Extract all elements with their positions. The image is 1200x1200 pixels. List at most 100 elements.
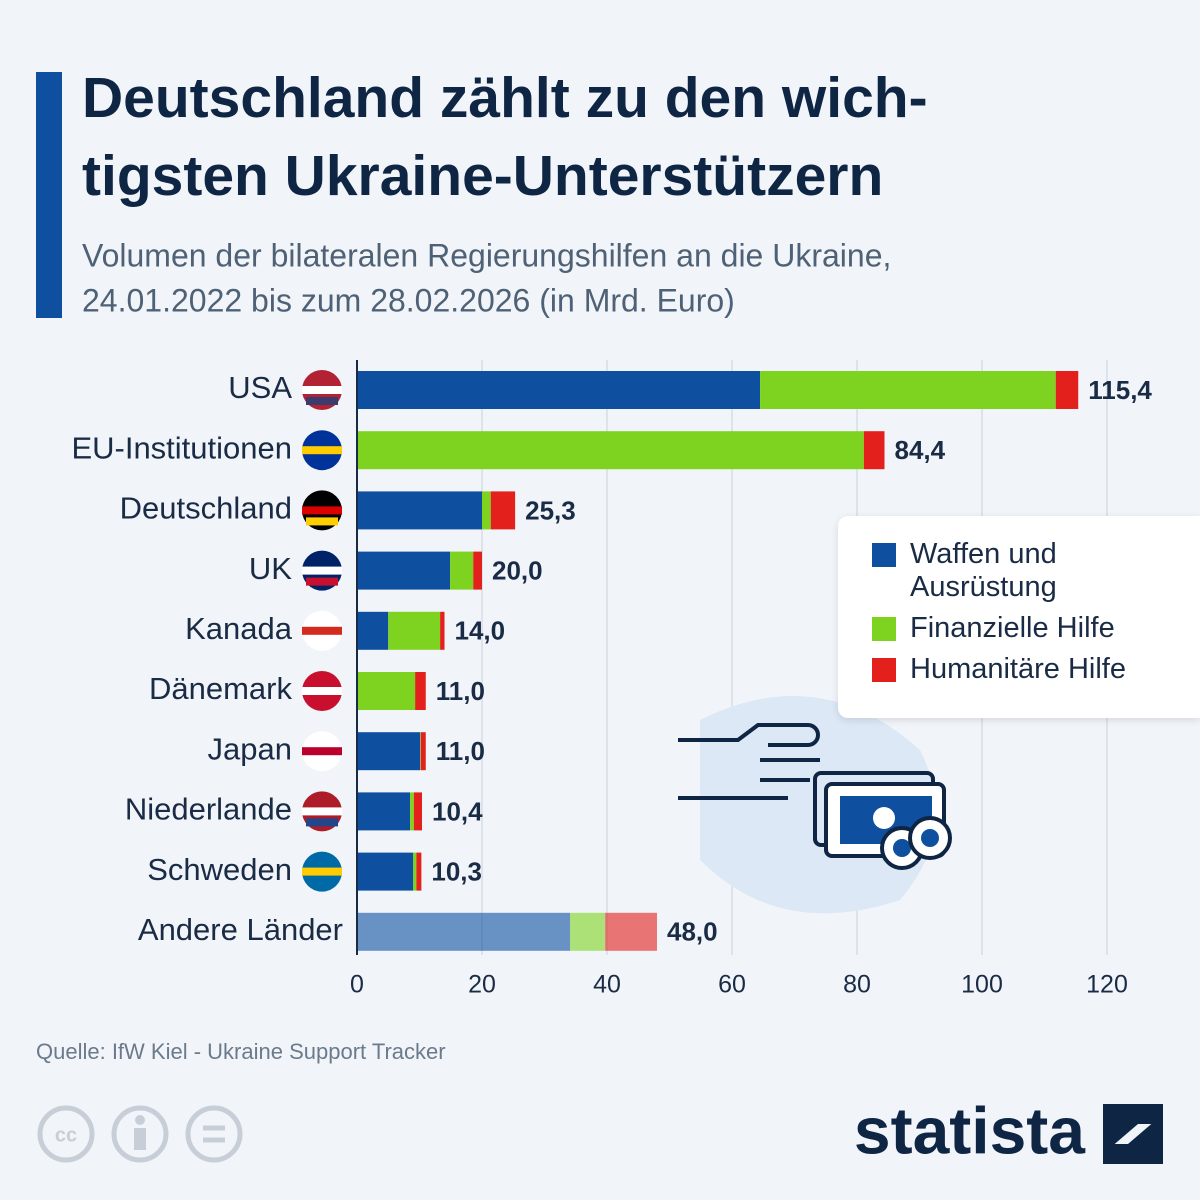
legend-label: Finanzielle Hilfe	[910, 612, 1115, 644]
bar-segment	[605, 912, 657, 951]
flag-part	[302, 566, 342, 575]
flag	[302, 851, 342, 892]
chart-subtitle: 24.01.2022 bis zum 28.02.2026 (in Mrd. E…	[82, 282, 735, 318]
bar-segment	[410, 792, 414, 831]
legend-label: Humanitäre Hilfe	[910, 653, 1126, 685]
flag-part	[302, 687, 342, 695]
flag-part	[306, 818, 338, 827]
x-tick-label: 40	[593, 971, 621, 999]
bar-segment	[357, 912, 571, 951]
bar-segment	[357, 611, 389, 650]
y-tick-label: UK	[249, 551, 292, 586]
flag	[302, 610, 342, 651]
value-label: 11,0	[436, 736, 485, 766]
legend-label: Waffen und Ausrüstung	[910, 538, 1057, 603]
bar-segment	[357, 792, 411, 831]
chart-subtitle: Volumen der bilateralen Regierungshilfen…	[82, 237, 891, 273]
legend: Waffen und Ausrüstung Finanzielle Hilfe Hu…	[838, 516, 1200, 718]
y-tick-label: Japan	[208, 731, 292, 766]
legend-item: Waffen und Ausrüstung	[872, 538, 1190, 604]
flag	[302, 550, 342, 591]
bar-segment	[415, 672, 426, 710]
value-label: 48,0	[667, 917, 718, 947]
flag-part	[302, 386, 342, 394]
x-tick-label: 20	[468, 971, 496, 999]
bar-segment	[416, 852, 422, 891]
flag	[302, 370, 342, 410]
plot-area: 0 20 40 60 80 100 120 USA 115,4 EU-Institutionen 8…	[71, 360, 1152, 999]
value-label: 25,3	[525, 495, 576, 525]
y-tick-label: Dänemark	[149, 671, 292, 706]
flag	[302, 490, 342, 531]
flag	[302, 671, 342, 711]
chart-title: Deutschland zählt zu den wich-	[82, 66, 928, 130]
y-tick-label: Deutschland	[120, 491, 292, 526]
bar-segment	[413, 852, 417, 891]
x-tick-label: 0	[350, 971, 364, 999]
bar-segment	[357, 491, 482, 530]
bar-segment	[450, 551, 474, 590]
bar-segment	[413, 792, 422, 831]
bar-segment	[473, 551, 482, 590]
legend-item: Humanitäre Hilfe	[872, 653, 1190, 686]
bar-segment	[1055, 371, 1079, 409]
bar-segment	[388, 611, 441, 650]
brand-mark	[1103, 1104, 1163, 1164]
legend-swatch	[872, 658, 896, 682]
bar-segment	[357, 551, 451, 590]
illustration	[678, 696, 952, 914]
bar-segment	[570, 912, 606, 951]
value-label: 14,0	[455, 616, 506, 646]
legend-swatch	[872, 617, 896, 641]
bar-segment	[357, 732, 421, 771]
x-tick-label: 80	[843, 971, 871, 999]
flag-part	[306, 517, 338, 526]
value-label: 10,3	[431, 856, 482, 886]
bar-segment	[357, 431, 864, 470]
bar-segment	[482, 491, 491, 530]
value-label: 84,4	[895, 435, 946, 465]
bar-segment	[420, 732, 426, 771]
brand-logo: statista	[854, 1093, 1086, 1167]
flag-part	[302, 506, 342, 515]
flag-part	[302, 446, 342, 455]
flag	[302, 791, 342, 832]
flag-part	[302, 807, 342, 816]
legend-swatch	[872, 543, 896, 567]
bar-segment	[440, 611, 445, 650]
flag-part	[306, 397, 338, 405]
flag	[302, 731, 342, 772]
flag-part	[302, 626, 342, 635]
svg-text:cc: cc	[55, 1124, 77, 1146]
bar-segment	[760, 371, 1056, 409]
value-label: 10,4	[432, 796, 483, 826]
y-tick-label: Andere Länder	[138, 912, 343, 947]
y-tick-label: Schweden	[147, 852, 292, 887]
x-tick-label: 120	[1086, 971, 1128, 999]
x-tick-label: 100	[961, 971, 1003, 999]
flag	[302, 430, 342, 471]
bar-segment	[490, 491, 516, 530]
value-label: 11,0	[436, 676, 485, 706]
chart-title: tigsten Ukraine-Unterstützern	[82, 144, 883, 208]
y-tick-label: USA	[228, 370, 292, 405]
flag-part	[302, 867, 342, 876]
bar-segment	[357, 672, 416, 710]
x-tick-label: 60	[718, 971, 746, 999]
flag-part	[302, 747, 342, 756]
bar-segment	[357, 371, 761, 409]
value-label: 115,4	[1088, 375, 1152, 405]
y-tick-label: Kanada	[185, 611, 293, 646]
bar-segment	[357, 852, 414, 891]
bar-segment	[420, 732, 421, 771]
y-tick-label: Niederlande	[125, 792, 292, 827]
legend-item: Finanzielle Hilfe	[872, 612, 1190, 645]
source: Quelle: IfW Kiel - Ukraine Support Track…	[36, 1039, 446, 1064]
flag-part	[306, 577, 338, 586]
y-tick-label: EU-Institutionen	[71, 430, 292, 465]
accent-bar	[36, 72, 62, 318]
value-label: 20,0	[492, 555, 543, 585]
bar-segment	[863, 431, 885, 470]
